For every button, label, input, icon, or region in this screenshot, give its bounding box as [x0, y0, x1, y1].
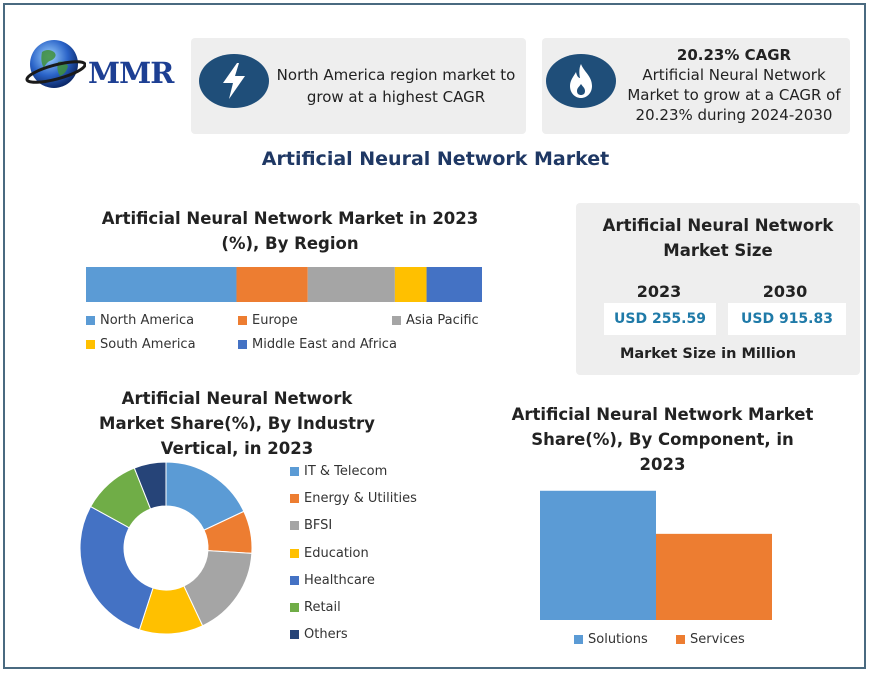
- legend-label: Services: [690, 632, 745, 647]
- legend-label: Middle East and Africa: [252, 337, 397, 352]
- legend-item-energy-utilities: Energy & Utilities: [290, 491, 417, 506]
- legend-item-south-america: South America: [86, 337, 196, 352]
- legend-label: BFSI: [304, 518, 333, 534]
- bar-solutions: [540, 490, 656, 620]
- cagr-card: 20.23% CAGR Artificial Neural Network Ma…: [542, 38, 850, 134]
- page-title: Artificial Neural Network Market: [261, 148, 610, 170]
- card-left-text: North America region market to grow at a…: [276, 66, 516, 106]
- legend-swatch: [676, 635, 685, 644]
- bar-segment-south-america: [394, 267, 427, 302]
- legend-swatch: [290, 467, 299, 476]
- legend-label: Education: [304, 545, 369, 561]
- legend-label: Healthcare: [304, 572, 375, 588]
- donut-slice-others: [133, 461, 167, 510]
- legend-item-retail: Retail: [290, 600, 341, 615]
- legend-label: South America: [100, 337, 196, 352]
- year-2023: 2023: [636, 282, 682, 301]
- legend-item-services: Services: [676, 632, 745, 647]
- legend-item-asia-pacific: Asia Pacific: [392, 313, 479, 328]
- legend-label: Energy & Utilities: [304, 491, 417, 507]
- legend-item-europe: Europe: [238, 313, 298, 328]
- legend-label: Retail: [304, 600, 341, 615]
- bar-segment-middle-east-and-africa: [426, 267, 482, 302]
- legend-swatch: [86, 340, 95, 349]
- legend-item-it-telecom: IT & Telecom: [290, 464, 387, 479]
- lightning-icon: [199, 54, 269, 108]
- legend-swatch: [290, 575, 299, 585]
- legend-swatch: [290, 521, 299, 531]
- bar-segment-north-america: [86, 267, 237, 302]
- bar-services: [656, 533, 772, 620]
- flame-icon: [546, 54, 616, 108]
- legend-item-bfsi: BFSI: [290, 518, 332, 533]
- legend-swatch: [290, 494, 299, 504]
- bar-segment-europe: [236, 267, 308, 302]
- legend-item-middle-east-and-africa: Middle East and Africa: [238, 337, 397, 352]
- legend-item-healthcare: Healthcare: [290, 573, 375, 588]
- market-size-footer: Market Size in Million: [619, 346, 797, 362]
- region-chart-title: Artificial Neural Network Market in 2023…: [101, 209, 479, 253]
- outer-frame: [3, 3, 866, 669]
- cagr-headline: 20.23% CAGR: [676, 46, 792, 64]
- component-bar-chart: [540, 490, 772, 620]
- legend-swatch: [290, 603, 299, 612]
- legend-item-education: Education: [290, 546, 369, 561]
- market-size-panel: Artificial Neural Network Market Size 20…: [576, 203, 860, 375]
- legend-label: Others: [304, 627, 348, 643]
- cagr-text: Artificial Neural Network Market to grow…: [627, 66, 841, 124]
- legend-swatch: [238, 316, 247, 325]
- legend-swatch: [290, 630, 299, 640]
- legend-label: North America: [100, 313, 195, 328]
- bar-segment-asia-pacific: [307, 267, 395, 302]
- legend-label: Asia Pacific: [406, 313, 479, 328]
- region-stacked-bar: [86, 267, 482, 302]
- market-size-title: Artificial Neural Network Market Size: [602, 216, 834, 260]
- legend-swatch: [574, 635, 583, 644]
- legend-swatch: [392, 316, 401, 325]
- industry-donut-chart: [79, 461, 253, 635]
- legend-label: Solutions: [588, 632, 648, 647]
- logo-text: MMR: [88, 56, 174, 90]
- component-chart-title: Artificial Neural Network Market Share(%…: [511, 405, 814, 474]
- legend-item-others: Others: [290, 627, 348, 642]
- value-2023: USD 255.59: [604, 303, 716, 335]
- legend-swatch: [86, 316, 95, 325]
- legend-swatch: [238, 340, 247, 349]
- legend-label: Europe: [252, 313, 298, 328]
- legend-item-north-america: North America: [86, 313, 194, 328]
- legend-swatch: [290, 548, 299, 558]
- legend-label: IT & Telecom: [304, 464, 388, 479]
- year-2030: 2030: [762, 282, 808, 301]
- industry-chart-title: Artificial Neural Network Market Share(%…: [99, 389, 375, 458]
- globe-icon: [25, 40, 86, 88]
- legend-item-solutions: Solutions: [574, 632, 648, 647]
- cagr-region-card: North America region market to grow at a…: [191, 38, 526, 134]
- value-2030: USD 915.83: [728, 303, 846, 335]
- donut-slice-healthcare: [79, 505, 154, 631]
